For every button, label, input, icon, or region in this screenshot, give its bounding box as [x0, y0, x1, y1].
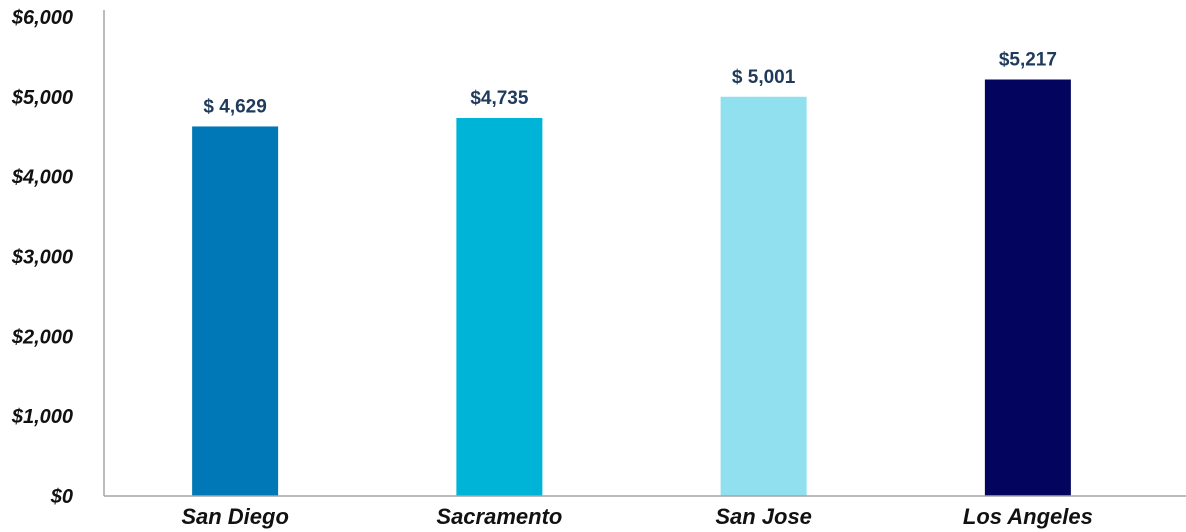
- data-labels: $ 4,629 $4,735 $ 5,001 $5,217: [203, 50, 1057, 118]
- bar: [192, 126, 279, 496]
- bar: [720, 96, 807, 496]
- data-label: $4,735: [470, 88, 529, 109]
- x-category-label: San Diego: [181, 504, 289, 529]
- bar: [984, 79, 1071, 497]
- y-tick-label: $0: [50, 486, 73, 508]
- x-category-label: San Jose: [715, 504, 812, 529]
- y-tick-label: $6,000: [11, 7, 73, 29]
- x-category-label: Los Angeles: [963, 504, 1093, 529]
- bar: [456, 117, 543, 496]
- y-tick-label: $3,000: [11, 247, 73, 269]
- bars: [192, 79, 1071, 497]
- y-tick-label: $2,000: [11, 326, 73, 348]
- data-label: $5,217: [999, 50, 1057, 71]
- y-tick-label: $1,000: [11, 406, 73, 428]
- x-category-label: Sacramento: [436, 504, 562, 529]
- data-label: $ 4,629: [203, 96, 266, 117]
- y-tick-label: $5,000: [11, 87, 73, 109]
- y-tick-label: $4,000: [11, 167, 73, 189]
- y-axis-tick-labels: $0 $1,000 $2,000 $3,000 $4,000 $5,000 $6,000: [11, 7, 73, 508]
- x-axis-category-labels: San Diego Sacramento San Jose Los Angeles: [181, 504, 1093, 529]
- data-label: $ 5,001: [732, 67, 796, 88]
